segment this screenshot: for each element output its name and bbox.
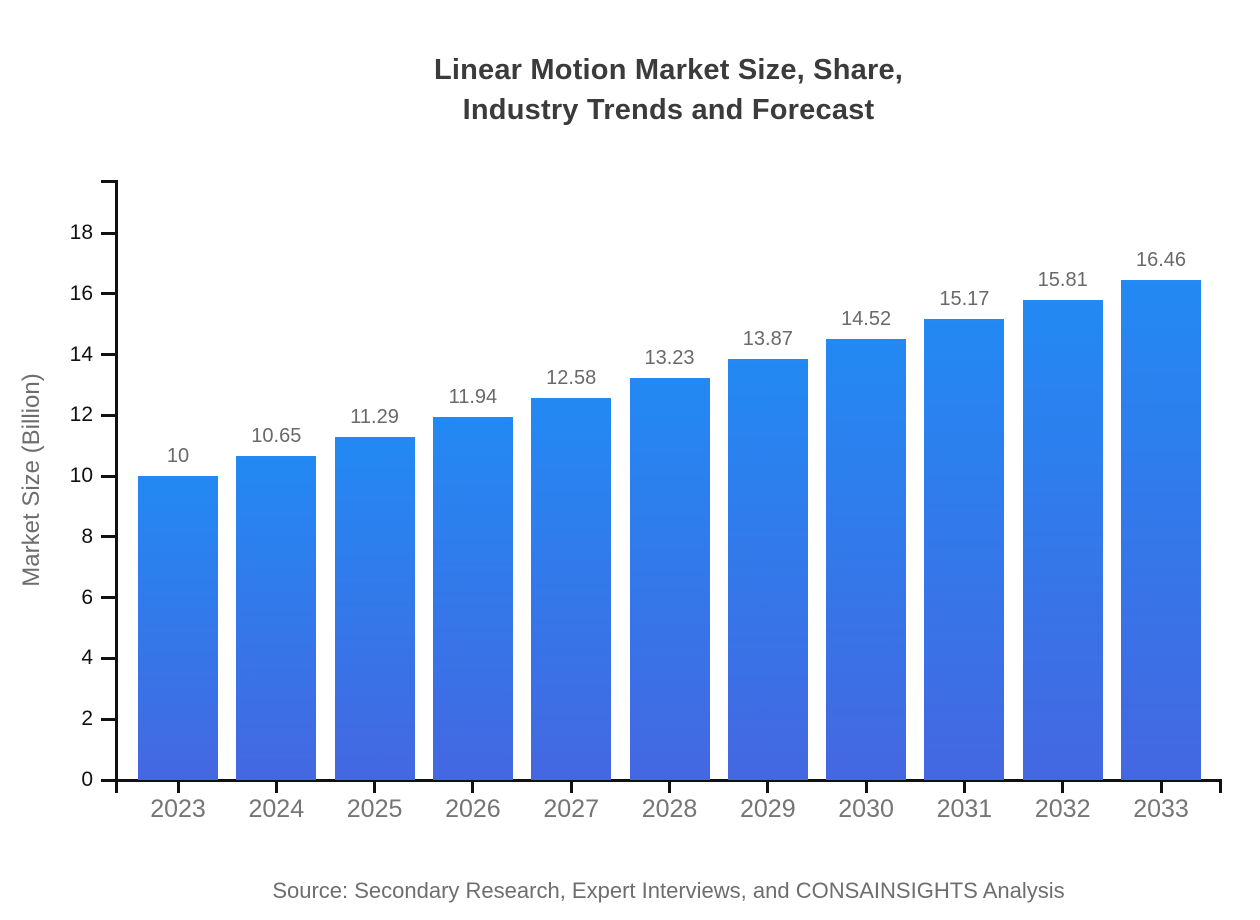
bar-value-label: 11.29 (350, 405, 399, 428)
x-tick-label: 2033 (1133, 795, 1189, 823)
bar-value-label: 10.65 (251, 425, 302, 448)
y-tick (101, 596, 115, 600)
x-tick-label: 2030 (838, 795, 894, 823)
bar-2029 (727, 358, 808, 780)
x-tick (766, 781, 770, 793)
y-tick-label: 4 (81, 646, 93, 670)
y-tick-label: 10 (69, 464, 93, 488)
x-tick-label: 2032 (1034, 795, 1091, 823)
x-tick (471, 781, 475, 793)
bar-2024 (236, 456, 317, 780)
y-tick-label: 18 (69, 221, 93, 244)
bar-value-label: 12.58 (546, 366, 597, 389)
bar-2026 (432, 417, 513, 780)
x-tick (569, 781, 573, 793)
bar-value-label: 14.52 (841, 307, 892, 330)
y-axis-line (115, 180, 118, 793)
y-tick (101, 656, 115, 660)
bar-2030 (826, 338, 907, 780)
x-tick (668, 781, 671, 793)
y-tick (101, 292, 115, 296)
bar-value-label: 15.17 (939, 288, 990, 311)
y-tick-label: 0 (81, 768, 93, 791)
bar-value-label: 13.87 (742, 327, 793, 350)
y-tick-label: 14 (69, 342, 93, 366)
bar-2023 (138, 476, 218, 780)
x-tick (1159, 781, 1163, 793)
x-tick-label: 2025 (346, 795, 403, 823)
x-tick-label: 2029 (739, 795, 796, 823)
x-tick (373, 781, 377, 793)
y-tick (101, 413, 115, 417)
x-tick (176, 781, 180, 793)
y-tick-label: 8 (81, 524, 93, 548)
y-tick-label: 2 (81, 707, 93, 731)
y-tick (101, 717, 115, 721)
x-tick-label: 2026 (445, 795, 501, 823)
y-tick (101, 474, 115, 478)
y-tick-label: 6 (81, 585, 93, 609)
x-tick-label: 2024 (248, 795, 305, 823)
y-tick-label: 12 (69, 403, 93, 427)
x-tick (962, 781, 966, 793)
x-axis-line (115, 778, 1222, 782)
bar-2027 (531, 397, 612, 780)
x-tick (1061, 781, 1065, 793)
bar-value-label: 10 (166, 445, 190, 468)
y-axis-end-tick (101, 180, 115, 183)
y-tick-label: 16 (69, 281, 93, 305)
bar-value-label: 13.23 (644, 346, 695, 369)
bar-value-label: 16.46 (1135, 248, 1187, 271)
bar-2033 (1121, 279, 1201, 780)
x-tick-label: 2028 (641, 795, 698, 823)
bar-2025 (334, 436, 415, 780)
y-tick (101, 353, 115, 357)
bar-2028 (629, 377, 710, 780)
x-tick (864, 781, 868, 793)
bar-value-label: 11.94 (448, 386, 498, 409)
y-tick (101, 535, 115, 539)
chart-title-line1: Linear Motion Market Size, Share, (433, 54, 904, 86)
x-tick-label: 2031 (936, 795, 993, 823)
plot-area: 0 2 4 6 8 10 12 14 16 18 10 2023 10.65 2024 11.29 2025… (70, 180, 1222, 823)
source-note: Source: Secondary Research, Expert Inter… (272, 878, 1065, 903)
x-tick-label: 2027 (543, 795, 599, 823)
x-tick-label: 2023 (150, 795, 206, 823)
y-tick (101, 778, 115, 782)
x-axis-end-tick (1219, 781, 1222, 793)
y-tick (101, 231, 115, 235)
chart-title: Linear Motion Market Size, Share, Indust… (115, 50, 1222, 130)
bar-value-label: 15.81 (1037, 268, 1088, 291)
chart-title-line2: Industry Trends and Forecast (462, 94, 875, 126)
bar-2032 (1022, 299, 1103, 780)
bar-2031 (924, 319, 1005, 780)
x-tick (274, 781, 278, 793)
